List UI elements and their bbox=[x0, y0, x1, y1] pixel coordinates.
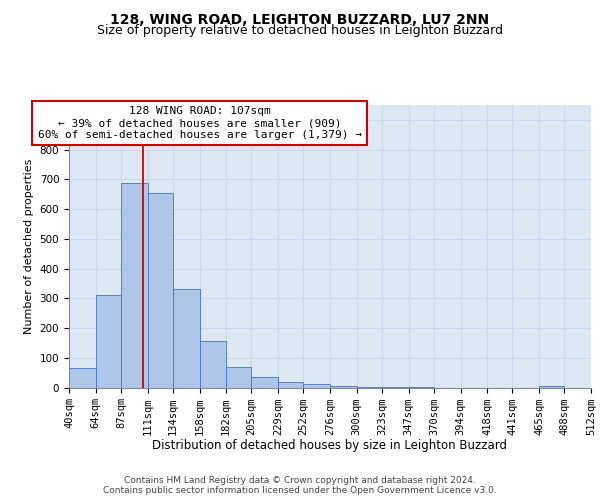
Text: 128 WING ROAD: 107sqm
← 39% of detached houses are smaller (909)
60% of semi-det: 128 WING ROAD: 107sqm ← 39% of detached … bbox=[37, 106, 361, 140]
Text: Size of property relative to detached houses in Leighton Buzzard: Size of property relative to detached ho… bbox=[97, 24, 503, 37]
X-axis label: Distribution of detached houses by size in Leighton Buzzard: Distribution of detached houses by size … bbox=[152, 439, 508, 452]
Text: 128, WING ROAD, LEIGHTON BUZZARD, LU7 2NN: 128, WING ROAD, LEIGHTON BUZZARD, LU7 2N… bbox=[110, 12, 490, 26]
Bar bbox=[304, 384, 330, 388]
Bar bbox=[69, 368, 95, 388]
Text: Contains HM Land Registry data © Crown copyright and database right 2024.
Contai: Contains HM Land Registry data © Crown c… bbox=[103, 476, 497, 495]
Bar bbox=[95, 296, 121, 388]
Bar bbox=[226, 368, 251, 388]
Bar bbox=[251, 377, 278, 388]
Bar bbox=[409, 386, 434, 388]
Bar bbox=[173, 290, 199, 388]
Bar bbox=[199, 342, 226, 388]
Bar bbox=[278, 382, 304, 388]
Bar bbox=[356, 386, 382, 388]
Bar bbox=[382, 386, 409, 388]
Bar bbox=[330, 386, 356, 388]
Bar bbox=[539, 386, 565, 388]
Bar bbox=[148, 192, 173, 388]
Bar bbox=[121, 183, 148, 388]
Y-axis label: Number of detached properties: Number of detached properties bbox=[24, 158, 34, 334]
